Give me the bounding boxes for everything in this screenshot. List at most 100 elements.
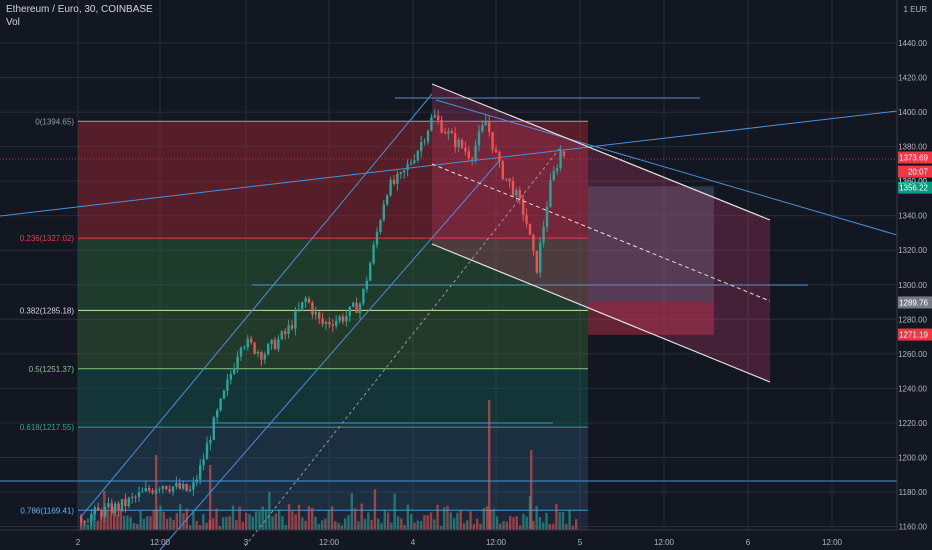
candle-body	[290, 325, 294, 329]
candle-body	[501, 161, 504, 180]
volume-bar	[109, 513, 113, 530]
candle-body	[175, 483, 178, 487]
time-tick-label: 12:00	[822, 538, 843, 547]
candle-body	[481, 125, 484, 132]
volume-bar	[439, 525, 443, 530]
candle-body	[443, 132, 447, 134]
volume-bar	[502, 521, 505, 530]
volume-bar	[436, 504, 439, 530]
volume-bar	[281, 516, 284, 530]
volume-bar	[530, 450, 533, 530]
volume-bar	[113, 506, 116, 530]
volume-bar	[169, 517, 172, 530]
candle-body	[158, 488, 161, 490]
price-tick-label: 1440.00	[898, 39, 927, 48]
stop-zone	[588, 302, 714, 335]
trend-drawings[interactable]	[0, 83, 898, 550]
volume-bar	[251, 516, 254, 530]
time-tick-label: 12:00	[319, 538, 340, 547]
candle-body	[454, 133, 457, 147]
candle-body	[409, 162, 413, 165]
volume-bar	[284, 524, 287, 530]
volume-bar	[248, 514, 251, 530]
volume-bar	[311, 507, 314, 530]
candle-body	[416, 151, 419, 161]
fib-level-label: 0.5(1251.37)	[29, 365, 75, 374]
volume-bar	[426, 515, 429, 530]
candle-body	[532, 234, 535, 251]
fib-labels: 0(1394.65) 0.236(1327.02) 0.382(1285.18) 0.…	[20, 117, 75, 515]
volume-bar	[492, 508, 495, 530]
volume-bar	[512, 517, 515, 530]
candle-body	[345, 316, 348, 322]
time-tick-label: 12:00	[150, 538, 171, 547]
channel-upper-edge	[431, 83, 771, 221]
chart-title: Ethereum / Euro, 30, COINBASE	[6, 4, 153, 15]
candle-body	[474, 145, 477, 160]
volume-bar	[525, 516, 528, 530]
candle-body	[433, 115, 436, 118]
volume-bar	[215, 508, 218, 530]
volume-bar	[340, 525, 344, 530]
candle-body	[341, 316, 345, 322]
volume-bar	[241, 521, 245, 530]
candle-body	[107, 503, 110, 508]
volume-bar	[116, 513, 119, 530]
candle-body	[488, 121, 491, 133]
candle-body	[511, 181, 515, 196]
volume-bar	[337, 523, 340, 530]
price-tick-label: 1260.00	[898, 350, 927, 359]
candle-body	[386, 195, 389, 205]
volume-bar	[555, 504, 558, 530]
candle-body	[355, 302, 358, 313]
volume-bar	[258, 511, 261, 530]
price-tick-label: 1400.00	[898, 108, 927, 117]
volume-bar	[179, 504, 182, 530]
candle-body	[369, 263, 372, 281]
candle-body	[216, 410, 219, 418]
candle-body	[338, 316, 341, 321]
candle-body	[423, 141, 426, 143]
candle-body	[328, 321, 331, 325]
volume-bar	[377, 518, 380, 530]
volume-bar	[406, 504, 410, 530]
volume-bar	[106, 509, 109, 530]
volume-bar	[373, 489, 377, 530]
price-tick-label: 1340.00	[898, 212, 927, 221]
candle-body	[437, 115, 440, 120]
candle-body	[307, 298, 311, 303]
volume-bar	[195, 520, 198, 530]
volume-bar	[119, 508, 122, 530]
volume-bar	[198, 525, 202, 530]
volume-bar	[274, 513, 278, 530]
candle-body	[86, 521, 90, 523]
candle-body	[273, 339, 277, 350]
candle-body	[556, 168, 559, 172]
volume-bar	[363, 518, 367, 530]
candle-body	[314, 312, 317, 315]
candle-body	[348, 306, 351, 317]
volume-bar	[139, 511, 142, 530]
volume-bar	[278, 509, 281, 530]
volume-bar	[202, 514, 205, 530]
price-tag	[898, 296, 932, 309]
trend-line-long	[0, 110, 898, 217]
candle-body	[110, 503, 113, 514]
candle-body	[335, 320, 338, 327]
volume-bar	[357, 521, 360, 530]
volume-bar	[264, 510, 268, 530]
candle-body	[518, 190, 521, 199]
candle-body	[222, 390, 226, 399]
candle-body	[212, 417, 215, 440]
volume-bar	[221, 517, 225, 530]
candle-body	[471, 158, 474, 160]
candle-body	[267, 344, 270, 355]
candle-body	[219, 398, 222, 411]
time-axis[interactable]: 2 12:00 3 12:00 4 12:00 5 12:00 6 12:00	[0, 529, 897, 547]
price-axis[interactable]: 1440.00 1420.00 1400.00 1380.00 1360.00 1340.…	[896, 0, 932, 532]
candle-body	[324, 321, 328, 324]
candles	[80, 109, 566, 527]
volume-bar	[126, 515, 129, 530]
volume-bar	[446, 505, 449, 530]
